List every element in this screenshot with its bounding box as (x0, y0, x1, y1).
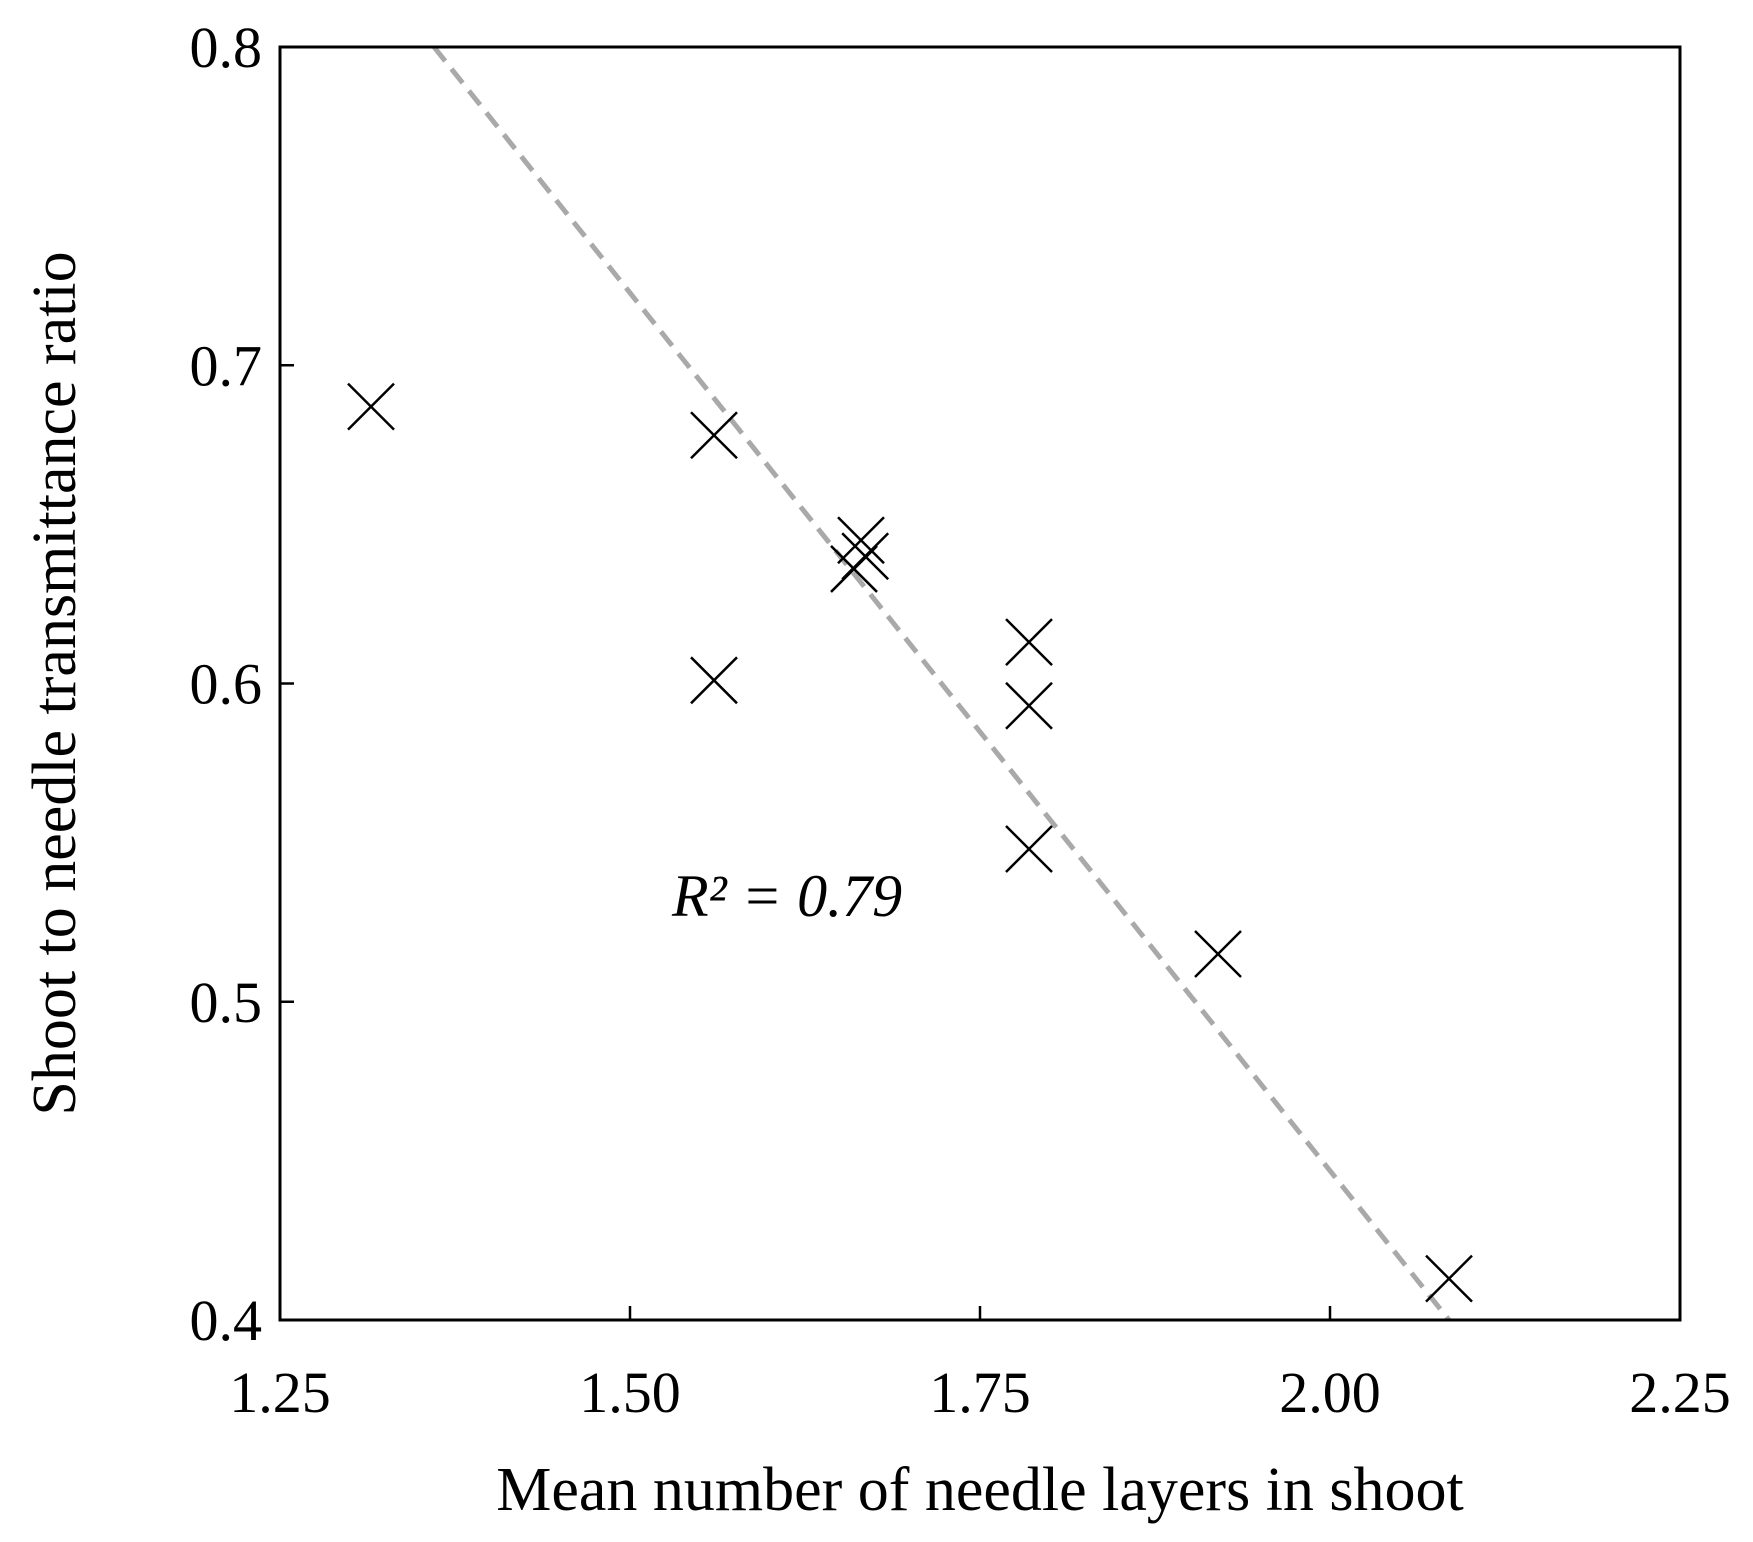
data-points (347, 382, 1473, 1303)
data-point-8 (1005, 825, 1053, 873)
trendline-layer (432, 45, 1451, 1322)
x-axis-ticks: 1.25 1.50 1.75 2.00 2.25 (229, 1306, 1731, 1425)
x-tick-0: 1.25 (229, 1306, 331, 1425)
x-tick-label: 1.75 (929, 1360, 1031, 1425)
y-tick-3: 0.7 (190, 333, 294, 398)
y-tick-4: 0.8 (190, 15, 294, 80)
x-tick-3: 2.00 (1279, 1306, 1381, 1425)
data-point-9 (1194, 930, 1242, 978)
data-point-10 (1425, 1254, 1473, 1303)
x-tick-label: 2.25 (1629, 1360, 1731, 1425)
y-tick-2: 0.6 (190, 652, 294, 717)
y-tick-label: 0.8 (190, 15, 263, 80)
y-tick-label: 0.7 (190, 333, 263, 398)
x-axis-title: Mean number of needle layers in shoot (496, 1456, 1464, 1524)
y-tick-1: 0.5 (190, 970, 294, 1035)
y-tick-0: 0.4 (190, 1288, 294, 1353)
y-axis-ticks: 0.4 0.5 0.6 0.7 0.8 (190, 15, 294, 1353)
data-point-6 (1005, 618, 1053, 667)
x-tick-label: 1.25 (229, 1360, 331, 1425)
y-axis-title: Shoot to needle transmittance ratio (21, 251, 89, 1115)
y-tick-label: 0.4 (190, 1288, 263, 1353)
data-point-5 (830, 545, 878, 593)
x-tick-label: 1.50 (579, 1360, 681, 1425)
r-squared-annotation: R² = 0.79 (671, 863, 902, 929)
trendline (432, 45, 1451, 1322)
x-tick-1: 1.50 (579, 1306, 681, 1425)
plot-frame (278, 45, 1682, 1322)
y-tick-label: 0.5 (190, 970, 263, 1035)
y-tick-label: 0.6 (190, 652, 263, 717)
x-tick-2: 1.75 (929, 1306, 1031, 1425)
data-point-3 (837, 516, 885, 565)
x-tick-4: 2.25 (1629, 1306, 1731, 1425)
data-point-2 (690, 656, 738, 705)
data-point-0 (347, 382, 395, 431)
data-point-1 (690, 411, 738, 460)
data-point-7 (1005, 681, 1053, 730)
x-tick-label: 2.00 (1279, 1360, 1381, 1425)
